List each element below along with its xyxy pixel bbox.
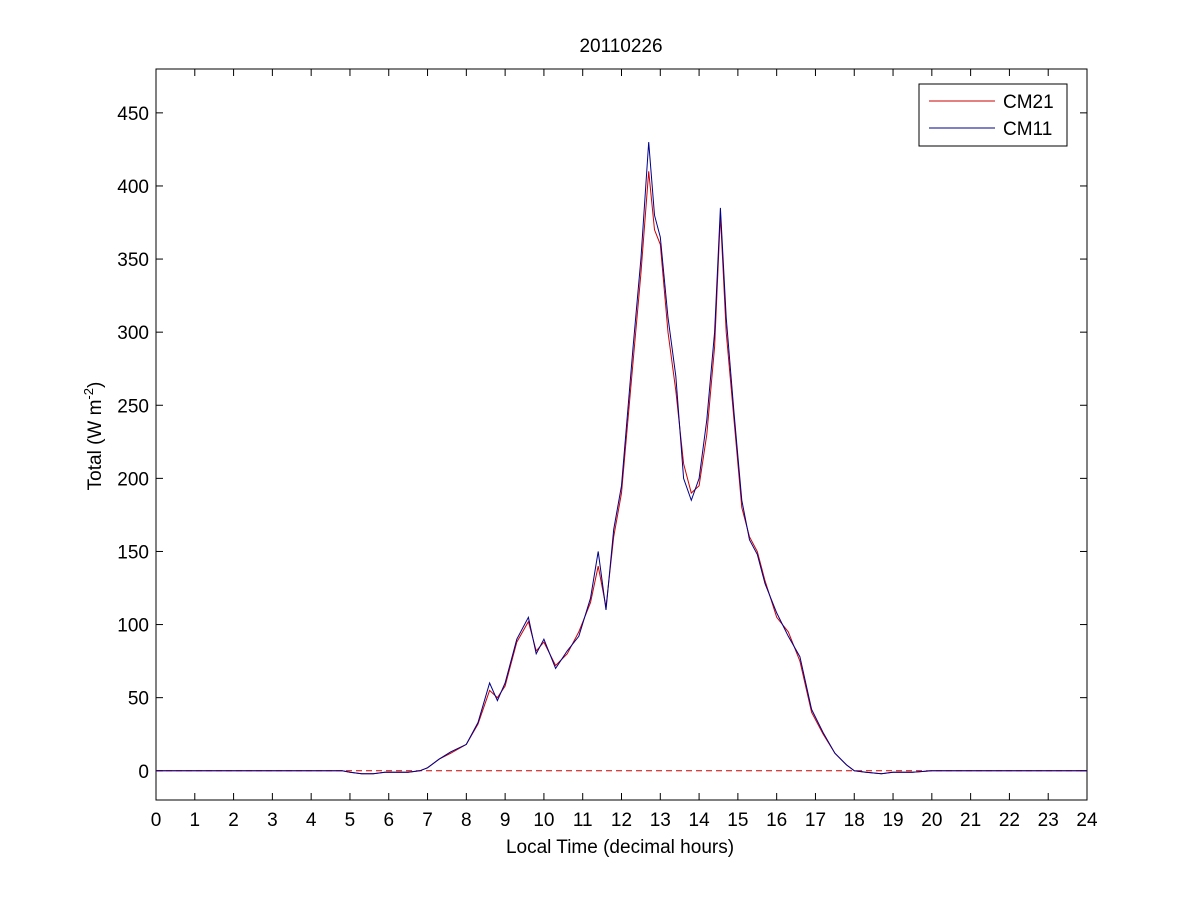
x-tick-label: 17	[805, 810, 826, 831]
y-tick-label: 0	[138, 762, 149, 783]
y-tick-label: 150	[117, 542, 149, 563]
chart-title: 20110226	[579, 36, 662, 57]
y-tick-label: 50	[128, 689, 149, 710]
x-tick-label: 7	[422, 810, 433, 831]
y-tick-label: 400	[117, 177, 149, 198]
legend-box	[918, 83, 1068, 147]
legend-label-cm21: CM21	[1003, 92, 1054, 113]
x-tick-label: 1	[190, 810, 201, 831]
x-tick-label: 3	[267, 810, 278, 831]
y-tick-label: 350	[117, 250, 149, 271]
y-axis-label-superscript: -2	[81, 388, 96, 400]
x-tick-label: 23	[1038, 810, 1059, 831]
x-tick-label: 4	[306, 810, 317, 831]
y-axis-label-close: )	[85, 382, 106, 388]
x-tick-label: 19	[882, 810, 903, 831]
x-tick-label: 14	[689, 810, 711, 831]
y-axis-label-main: Total (W m	[85, 400, 106, 491]
x-tick-label: 9	[500, 810, 511, 831]
y-tick-label: 450	[117, 104, 149, 125]
x-tick-label: 10	[533, 810, 554, 831]
y-tick-label: 250	[117, 396, 149, 417]
x-axis-label: Local Time (decimal hours)	[506, 837, 734, 858]
x-tick-label: 5	[345, 810, 356, 831]
y-axis-ticks: 0 50 100 150 200 250 300 350 400 450	[117, 104, 1087, 783]
series-group	[156, 142, 1087, 775]
x-tick-label: 18	[844, 810, 865, 831]
x-tick-label: 24	[1076, 810, 1098, 831]
x-tick-label: 2	[228, 810, 239, 831]
series-line-cm11	[156, 142, 1087, 775]
x-tick-label: 0	[151, 810, 162, 831]
y-tick-label: 300	[117, 323, 149, 344]
x-tick-label: 16	[766, 810, 787, 831]
y-tick-label: 100	[117, 616, 149, 637]
x-tick-label: 15	[727, 810, 748, 831]
x-tick-label: 21	[960, 810, 981, 831]
legend-label-cm11: CM11	[1003, 119, 1052, 140]
x-tick-label: 12	[611, 810, 632, 831]
x-tick-label: 13	[650, 810, 671, 831]
y-axis-label: Total (W m-2)	[81, 382, 106, 491]
x-tick-label: 11	[573, 810, 593, 831]
x-tick-label: 8	[461, 810, 472, 831]
y-tick-label: 200	[117, 469, 149, 490]
x-tick-label: 20	[921, 810, 942, 831]
plot-area	[155, 68, 1088, 801]
x-axis-ticks: 0 1 2 3 4 5 6 7 8 9 10 11 12 13 14 15 16 17 18 19 20 21 22 23 24	[151, 69, 1098, 831]
legend: CM21 CM11	[918, 83, 1068, 147]
x-tick-label: 6	[383, 810, 394, 831]
x-tick-label: 22	[999, 810, 1020, 831]
